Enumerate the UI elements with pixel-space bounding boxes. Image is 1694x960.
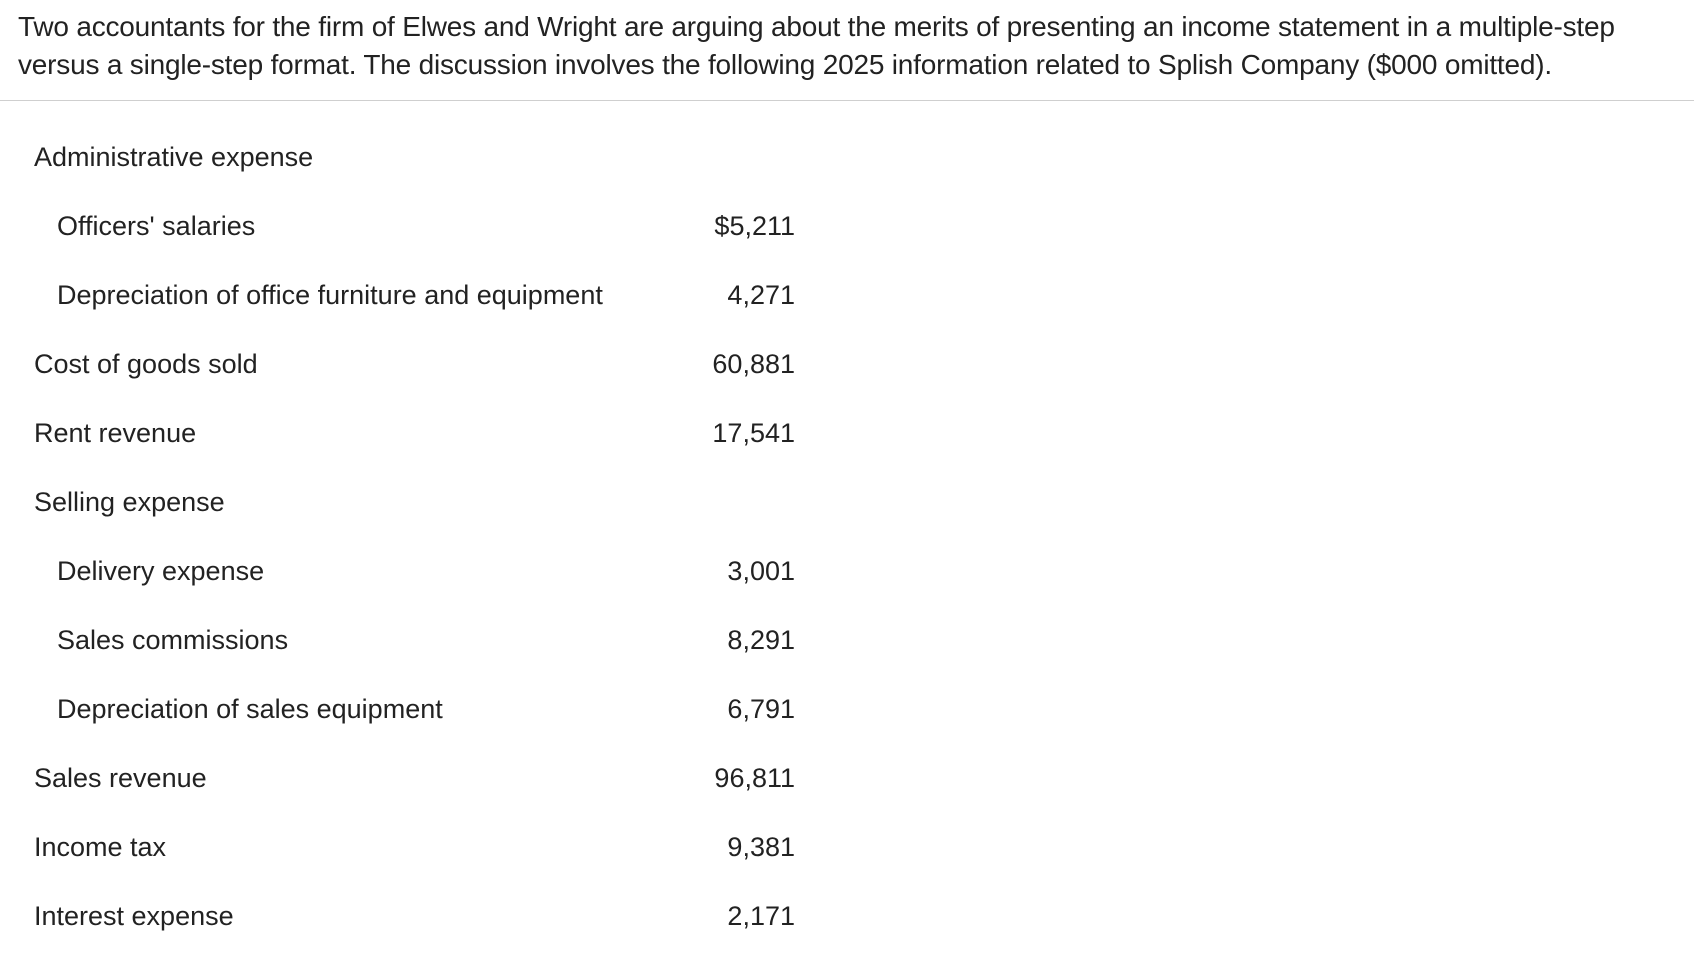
row-label: Selling expense bbox=[34, 487, 225, 517]
row-value: 8,291 bbox=[727, 625, 795, 655]
table-row: Sales commissions 8,291 bbox=[0, 611, 900, 680]
row-label: Rent revenue bbox=[34, 418, 197, 448]
row-label: Delivery expense bbox=[57, 556, 265, 586]
row-value: 96,811 bbox=[714, 763, 795, 793]
row-label: Depreciation of sales equipment bbox=[57, 694, 443, 724]
row-label: Sales revenue bbox=[34, 763, 207, 793]
row-label: Income tax bbox=[34, 832, 167, 862]
table-row: Officers' salaries $5,211 bbox=[0, 197, 900, 266]
row-value: $5,211 bbox=[714, 211, 795, 241]
row-label: Cost of goods sold bbox=[34, 349, 258, 379]
row-label: Administrative expense bbox=[34, 142, 314, 172]
row-value: 3,001 bbox=[727, 556, 795, 586]
row-label: Interest expense bbox=[34, 901, 234, 931]
row-value: 60,881 bbox=[712, 349, 795, 379]
row-value: 4,271 bbox=[727, 280, 795, 310]
row-label: Sales commissions bbox=[57, 625, 289, 655]
row-label: Depreciation of office furniture and equ… bbox=[57, 280, 603, 310]
table-row: Sales revenue 96,811 bbox=[0, 749, 900, 818]
table-row: Rent revenue 17,541 bbox=[0, 404, 900, 473]
table-row: Depreciation of sales equipment 6,791 bbox=[0, 680, 900, 749]
table-row: Administrative expense bbox=[0, 128, 900, 197]
divider bbox=[0, 100, 1694, 101]
row-label: Officers' salaries bbox=[57, 211, 256, 241]
table-row: Interest expense 2,171 bbox=[0, 887, 900, 956]
table-row: Delivery expense 3,001 bbox=[0, 542, 900, 611]
row-value: 17,541 bbox=[712, 418, 795, 448]
row-value: 9,381 bbox=[727, 832, 795, 862]
problem-statement: Two accountants for the firm of Elwes an… bbox=[18, 11, 1615, 80]
table-row: Income tax 9,381 bbox=[0, 818, 900, 887]
row-value: 6,791 bbox=[727, 694, 795, 724]
table-row: Cost of goods sold 60,881 bbox=[0, 335, 900, 404]
table-row: Selling expense bbox=[0, 473, 900, 542]
financial-data-table: Administrative expense Officers' salarie… bbox=[0, 128, 900, 956]
row-value: 2,171 bbox=[727, 901, 795, 931]
table-row: Depreciation of office furniture and equ… bbox=[0, 266, 900, 335]
